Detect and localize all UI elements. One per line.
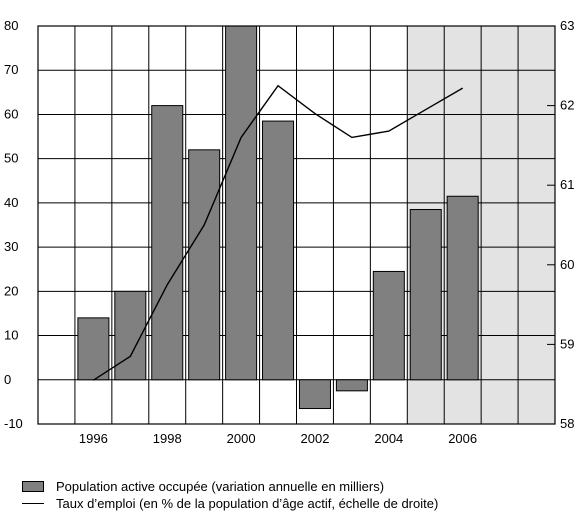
x-tick-label-2004: 2004 (374, 431, 403, 446)
bar-1998 (151, 105, 184, 381)
plot-border (37, 25, 556, 425)
legend-swatch-bars (22, 481, 44, 492)
bar-2003 (335, 379, 368, 392)
y-tick-label-20: 20 (4, 283, 18, 298)
bars (77, 25, 479, 410)
bar-1996 (77, 317, 110, 381)
y-tick-label-30: 30 (4, 239, 18, 254)
y-tick-label-50: 50 (4, 151, 18, 166)
y-right-tick-label-63: 63 (560, 18, 574, 33)
employment-rate-line (93, 84, 464, 381)
x-tick-label-2000: 2000 (227, 431, 256, 446)
legend-swatch-line (22, 503, 44, 504)
x-tick-label-2006: 2006 (448, 431, 477, 446)
bar-2001 (262, 120, 295, 381)
y-right-tick-label-60: 60 (560, 257, 574, 272)
y-tick-label-70: 70 (4, 62, 18, 77)
y-right-tick-label-62: 62 (560, 98, 574, 113)
right-axis-tick-labels: 58 59 60 61 62 63 (560, 18, 574, 431)
legend-label-bars: Population active occupée (variation ann… (56, 479, 385, 494)
bar-2006 (446, 195, 479, 381)
x-axis-tick-labels: 1996 1998 2000 2002 2004 2006 (79, 431, 477, 446)
left-axis-tick-labels: -10 0 10 20 30 40 50 60 70 80 (4, 18, 23, 431)
y-tick-label-40: 40 (4, 195, 18, 210)
y-tick-label-10: 10 (4, 328, 18, 343)
y-right-tick-label-61: 61 (560, 177, 574, 192)
bar-1999 (188, 149, 221, 381)
legend-item-line: Taux d’emploi (en % de la population d’â… (22, 495, 572, 512)
bar-2004 (372, 270, 405, 381)
y-right-tick-label-58: 58 (560, 416, 574, 431)
y-tick-label-60: 60 (4, 106, 18, 121)
x-tick-label-1998: 1998 (153, 431, 182, 446)
y-tick-label-0: 0 (4, 372, 11, 387)
legend: Population active occupée (variation ann… (22, 478, 572, 512)
y-right-tick-label-59: 59 (560, 336, 574, 351)
employment-rate-polyline (93, 84, 464, 381)
y-tick-label--10: -10 (4, 416, 23, 431)
plot-frame (37, 25, 556, 425)
bar-2000 (225, 25, 258, 381)
x-tick-label-2002: 2002 (301, 431, 330, 446)
x-tick-label-1996: 1996 (79, 431, 108, 446)
y-tick-label-80: 80 (4, 18, 18, 33)
bar-2005 (409, 209, 442, 381)
legend-item-bars: Population active occupée (variation ann… (22, 478, 572, 495)
bar-2002 (298, 379, 331, 410)
legend-label-line: Taux d’emploi (en % de la population d’â… (56, 496, 439, 511)
